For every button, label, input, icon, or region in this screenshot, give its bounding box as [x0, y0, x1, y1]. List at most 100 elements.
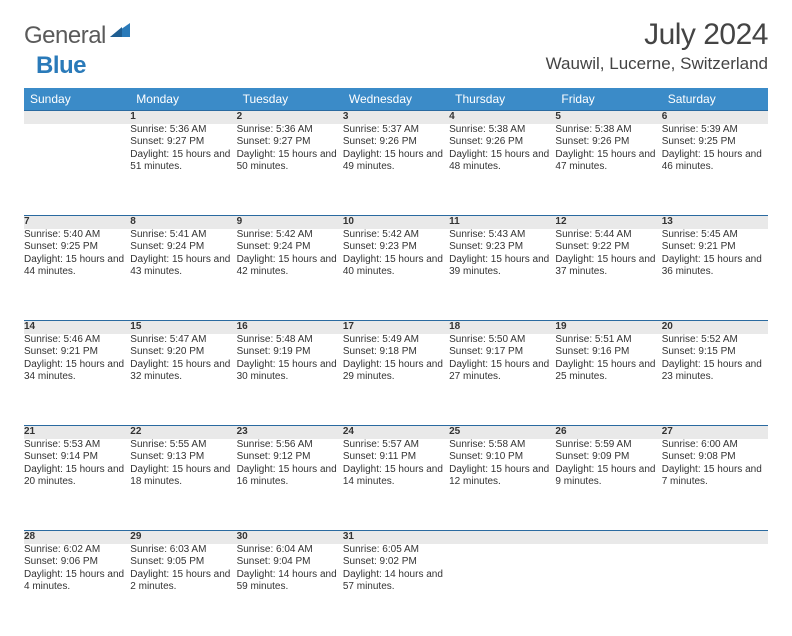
- daylight-text: Daylight: 15 hours and 2 minutes.: [130, 569, 236, 594]
- day-number: 23: [237, 426, 343, 439]
- sunrise-text: Sunrise: 6:00 AM: [662, 439, 768, 452]
- sunrise-text: Sunrise: 5:47 AM: [130, 334, 236, 347]
- sunrise-text: Sunrise: 5:48 AM: [237, 334, 343, 347]
- day-number: 1: [130, 111, 236, 124]
- title-block: July 2024 Wauwil, Lucerne, Switzerland: [546, 18, 768, 74]
- day-cell: Sunrise: 5:51 AMSunset: 9:16 PMDaylight:…: [555, 334, 661, 426]
- daylight-text: Daylight: 15 hours and 29 minutes.: [343, 359, 449, 384]
- sunset-text: Sunset: 9:06 PM: [24, 556, 130, 569]
- sunrise-text: Sunrise: 5:36 AM: [237, 124, 343, 137]
- sunrise-text: Sunrise: 5:57 AM: [343, 439, 449, 452]
- sunrise-text: Sunrise: 5:46 AM: [24, 334, 130, 347]
- sunrise-text: Sunrise: 5:55 AM: [130, 439, 236, 452]
- day-number: 22: [130, 426, 236, 439]
- day-number: 29: [130, 531, 236, 544]
- logo: General: [24, 22, 132, 50]
- weekday-header: Saturday: [662, 88, 768, 111]
- daylight-text: Daylight: 15 hours and 18 minutes.: [130, 464, 236, 489]
- day-number: 25: [449, 426, 555, 439]
- sunrise-text: Sunrise: 5:59 AM: [555, 439, 661, 452]
- sunset-text: Sunset: 9:05 PM: [130, 556, 236, 569]
- day-number: 15: [130, 321, 236, 334]
- logo-text-blue: Blue: [36, 52, 86, 80]
- daynum-row: 14151617181920: [24, 321, 768, 334]
- daylight-text: Daylight: 15 hours and 9 minutes.: [555, 464, 661, 489]
- day-cell: Sunrise: 5:55 AMSunset: 9:13 PMDaylight:…: [130, 439, 236, 531]
- sunset-text: Sunset: 9:24 PM: [130, 241, 236, 254]
- day-number: 18: [449, 321, 555, 334]
- sunrise-text: Sunrise: 5:45 AM: [662, 229, 768, 242]
- daylight-text: Daylight: 15 hours and 12 minutes.: [449, 464, 555, 489]
- logo-text-general: General: [24, 22, 106, 50]
- sunrise-text: Sunrise: 6:03 AM: [130, 544, 236, 557]
- sunset-text: Sunset: 9:21 PM: [24, 346, 130, 359]
- daylight-text: Daylight: 15 hours and 37 minutes.: [555, 254, 661, 279]
- sunset-text: Sunset: 9:10 PM: [449, 451, 555, 464]
- sunrise-text: Sunrise: 5:40 AM: [24, 229, 130, 242]
- day-number: 20: [662, 321, 768, 334]
- sunset-text: Sunset: 9:11 PM: [343, 451, 449, 464]
- calendar-table: Sunday Monday Tuesday Wednesday Thursday…: [24, 88, 768, 636]
- day-number: [449, 531, 555, 544]
- daylight-text: Daylight: 15 hours and 50 minutes.: [237, 149, 343, 174]
- day-cell: Sunrise: 5:53 AMSunset: 9:14 PMDaylight:…: [24, 439, 130, 531]
- daylight-text: Daylight: 15 hours and 23 minutes.: [662, 359, 768, 384]
- calendar-header-row: Sunday Monday Tuesday Wednesday Thursday…: [24, 88, 768, 111]
- sunset-text: Sunset: 9:23 PM: [449, 241, 555, 254]
- daynum-row: 21222324252627: [24, 426, 768, 439]
- sunrise-text: Sunrise: 5:37 AM: [343, 124, 449, 137]
- weekday-header: Monday: [130, 88, 236, 111]
- day-number: 24: [343, 426, 449, 439]
- day-number: 26: [555, 426, 661, 439]
- day-cell: Sunrise: 6:00 AMSunset: 9:08 PMDaylight:…: [662, 439, 768, 531]
- sunset-text: Sunset: 9:22 PM: [555, 241, 661, 254]
- day-cell: Sunrise: 5:37 AMSunset: 9:26 PMDaylight:…: [343, 124, 449, 216]
- daylight-text: Daylight: 15 hours and 4 minutes.: [24, 569, 130, 594]
- day-cell: [24, 124, 130, 216]
- daylight-text: Daylight: 15 hours and 27 minutes.: [449, 359, 555, 384]
- daylight-text: Daylight: 15 hours and 20 minutes.: [24, 464, 130, 489]
- daylight-text: Daylight: 15 hours and 39 minutes.: [449, 254, 555, 279]
- day-number: 13: [662, 216, 768, 229]
- day-number: 7: [24, 216, 130, 229]
- day-cell: Sunrise: 5:39 AMSunset: 9:25 PMDaylight:…: [662, 124, 768, 216]
- day-cell: Sunrise: 6:02 AMSunset: 9:06 PMDaylight:…: [24, 544, 130, 636]
- sunrise-text: Sunrise: 6:04 AM: [237, 544, 343, 557]
- sunrise-text: Sunrise: 5:51 AM: [555, 334, 661, 347]
- content-row: Sunrise: 5:46 AMSunset: 9:21 PM Daylight:…: [24, 334, 768, 426]
- day-cell: Sunrise: 5:46 AMSunset: 9:21 PMDaylight:…: [24, 334, 130, 426]
- daylight-text: Daylight: 15 hours and 36 minutes.: [662, 254, 768, 279]
- day-number: 5: [555, 111, 661, 124]
- day-cell: [449, 544, 555, 636]
- sunrise-text: Sunrise: 5:56 AM: [237, 439, 343, 452]
- daylight-text: Daylight: 15 hours and 42 minutes.: [237, 254, 343, 279]
- sunrise-text: Sunrise: 5:43 AM: [449, 229, 555, 242]
- sunset-text: Sunset: 9:16 PM: [555, 346, 661, 359]
- day-number: 17: [343, 321, 449, 334]
- sunset-text: Sunset: 9:17 PM: [449, 346, 555, 359]
- day-cell: Sunrise: 5:42 AMSunset: 9:23 PMDaylight:…: [343, 229, 449, 321]
- day-number: 6: [662, 111, 768, 124]
- sunset-text: Sunset: 9:18 PM: [343, 346, 449, 359]
- content-row: Sunrise: 5:53 AMSunset: 9:14 PMDaylight:…: [24, 439, 768, 531]
- sunset-text: Sunset: 9:15 PM: [662, 346, 768, 359]
- day-number: 12: [555, 216, 661, 229]
- sunset-text: Sunset: 9:19 PM: [237, 346, 343, 359]
- daynum-row: 28293031: [24, 531, 768, 544]
- logo-triangle-icon: [110, 21, 130, 42]
- day-cell: Sunrise: 5:50 AMSunset: 9:17 PMDaylight:…: [449, 334, 555, 426]
- day-cell: Sunrise: 5:56 AMSunset: 9:12 PMDaylight:…: [237, 439, 343, 531]
- daylight-text: Daylight: 15 hours and 49 minutes.: [343, 149, 449, 174]
- day-number: 21: [24, 426, 130, 439]
- content-row: Sunrise: 5:40 AMSunset: 9:25 PMDaylight:…: [24, 229, 768, 321]
- day-number: 30: [237, 531, 343, 544]
- day-number: 9: [237, 216, 343, 229]
- sunrise-text: Sunrise: 5:50 AM: [449, 334, 555, 347]
- day-cell: Sunrise: 5:38 AMSunset: 9:26 PMDaylight:…: [449, 124, 555, 216]
- day-cell: Sunrise: 6:03 AMSunset: 9:05 PMDaylight:…: [130, 544, 236, 636]
- day-number: 11: [449, 216, 555, 229]
- sunrise-text: Sunrise: 5:38 AM: [449, 124, 555, 137]
- day-number: 19: [555, 321, 661, 334]
- day-cell: Sunrise: 5:40 AMSunset: 9:25 PMDaylight:…: [24, 229, 130, 321]
- day-cell: Sunrise: 5:41 AMSunset: 9:24 PMDaylight:…: [130, 229, 236, 321]
